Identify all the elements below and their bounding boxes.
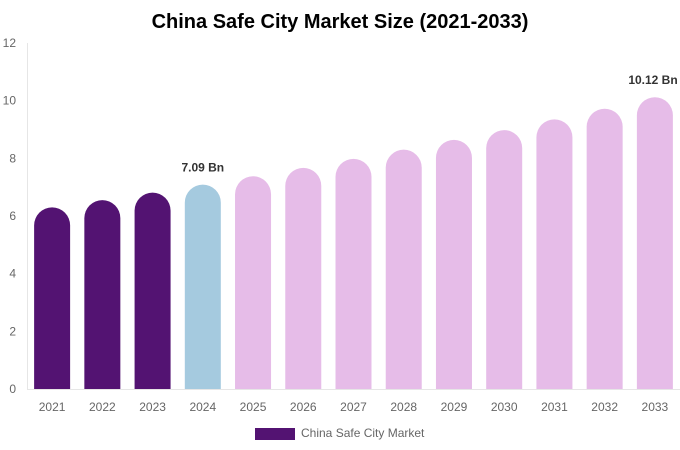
data-label: 10.12 Bn [628,73,677,87]
data-label: 7.09 Bn [181,161,224,175]
chart-title: China Safe City Market Size (2021-2033) [152,11,529,33]
x-tick-label: 2025 [240,400,267,414]
legend[interactable]: China Safe City Market [255,426,425,440]
bar-2029[interactable] [435,139,472,389]
x-tick-label: 2027 [340,400,367,414]
bar-2030[interactable] [486,130,523,389]
bar-2025[interactable] [235,176,272,389]
legend-swatch [255,428,295,440]
bar-2022[interactable] [84,200,121,389]
y-tick-label: 2 [9,324,16,338]
x-tick-label: 2030 [491,400,518,414]
y-tick-label: 10 [3,94,17,108]
bar-2026[interactable] [285,167,322,389]
x-tick-label: 2033 [642,400,669,414]
x-tick-label: 2029 [441,400,468,414]
y-tick-label: 4 [9,267,16,281]
bar-2024[interactable] [184,184,221,389]
x-tick-label: 2031 [541,400,568,414]
y-tick-label: 0 [9,382,16,396]
y-tick-label: 6 [9,209,16,223]
bar-2028[interactable] [385,149,422,389]
x-tick-label: 2023 [139,400,166,414]
legend-label: China Safe City Market [301,426,425,440]
x-tick-label: 2026 [290,400,317,414]
bar-2021[interactable] [34,207,71,389]
x-tick-label: 2032 [591,400,618,414]
x-tick-label: 2022 [89,400,116,414]
y-tick-label: 12 [3,36,17,50]
bar-2027[interactable] [335,158,372,389]
x-tick-label: 2021 [39,400,66,414]
x-tick-label: 2028 [390,400,417,414]
bar-2023[interactable] [134,192,171,389]
bar-2033[interactable] [636,97,673,389]
x-tick-label: 2024 [189,400,216,414]
bar-2031[interactable] [536,119,573,390]
bar-2032[interactable] [586,108,623,390]
y-tick-label: 8 [9,151,16,165]
